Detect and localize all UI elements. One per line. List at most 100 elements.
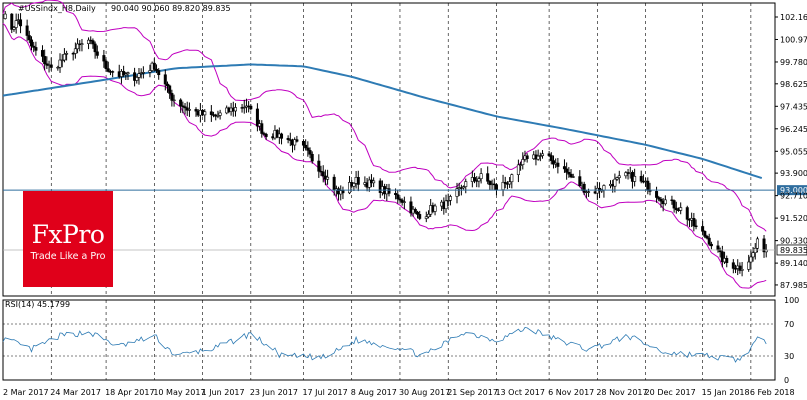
candle-bull (747, 261, 751, 270)
candle-bear (183, 106, 187, 109)
candle-bull (541, 153, 545, 156)
candle-bear (264, 133, 268, 137)
candle (615, 176, 619, 181)
candle-bear (310, 153, 314, 162)
candle-bear (321, 171, 325, 177)
candle-bull (516, 164, 520, 175)
x-tick-label: 1 Jun 2017 (202, 388, 245, 397)
candle (525, 153, 529, 163)
candle-bear (692, 218, 696, 227)
candle (707, 233, 711, 246)
candle-bear (341, 190, 345, 194)
candle-bear (249, 105, 253, 110)
candle (519, 161, 523, 171)
candle-bear (551, 160, 555, 165)
candle-bull (348, 182, 352, 194)
candle-bear (209, 111, 213, 115)
candle-bear (413, 208, 417, 213)
candle (692, 212, 696, 232)
candle (179, 98, 183, 113)
last-price-label-bg (776, 244, 807, 256)
candle-bear (418, 214, 422, 219)
candle (301, 139, 305, 152)
candle (30, 36, 34, 51)
candle-bear (598, 187, 602, 192)
candle-bear (709, 243, 713, 247)
candle-bear (569, 173, 573, 178)
candle-bull (60, 59, 64, 62)
candle (194, 107, 198, 117)
candle (106, 61, 110, 73)
candle-bull (148, 70, 152, 73)
rsi-tick-label: 100 (784, 296, 799, 305)
candle (549, 152, 553, 165)
candle-bear (111, 71, 115, 73)
candle (398, 196, 402, 203)
candle (65, 50, 69, 61)
candle-bear (578, 176, 582, 186)
candle (348, 175, 352, 195)
candle-bull (587, 191, 591, 193)
candle (62, 48, 66, 63)
candle-bear (685, 207, 689, 220)
x-tick-label: 20 Dec 2017 (645, 388, 696, 397)
ma-200-line (2, 63, 763, 180)
candle-bear (565, 168, 569, 173)
candle (633, 168, 637, 187)
candle (60, 54, 64, 68)
candle (233, 103, 237, 117)
candle (536, 149, 540, 161)
candle (685, 205, 689, 226)
candle (488, 180, 492, 191)
candle-bear (398, 198, 402, 201)
candle-bull (126, 72, 130, 74)
candle (734, 264, 738, 274)
candle-bull (571, 176, 575, 178)
candle-bull (141, 72, 145, 74)
candle-bear (582, 183, 586, 193)
candle-bear (304, 144, 308, 149)
candle (165, 81, 169, 93)
candle-bear (694, 225, 698, 228)
candle-bear (30, 39, 34, 47)
candle (317, 154, 321, 178)
candle (657, 195, 661, 202)
x-tick-label: 2 Mar 2017 (3, 388, 49, 397)
candle (352, 182, 356, 192)
candle-bull (615, 177, 619, 180)
candle (262, 131, 266, 136)
candle-bull (218, 112, 222, 116)
candle-bear (157, 70, 161, 76)
bollinger-bands (2, 0, 767, 289)
y-tick-label: 100.970 (780, 35, 807, 44)
candle-bear (356, 177, 360, 185)
candle-bull (172, 99, 176, 102)
rsi-tick-label: 30 (784, 352, 794, 361)
candle-bear (762, 238, 766, 253)
candle-bull (479, 173, 483, 179)
candle (679, 202, 683, 215)
candle (703, 230, 707, 239)
candle (655, 186, 659, 203)
candle (749, 249, 753, 270)
candle-bear (486, 173, 490, 182)
candle-bear (672, 200, 676, 209)
candle (501, 174, 505, 197)
candle-bear (91, 40, 95, 45)
y-tick-label: 97.435 (780, 102, 807, 111)
y-tick-label: 95.055 (780, 147, 807, 156)
candle (260, 120, 264, 138)
x-tick-label: 6 Nov 2017 (548, 388, 594, 397)
candle-bear (646, 180, 650, 191)
candle-bull (87, 39, 91, 44)
candle (102, 49, 106, 68)
candle-bear (185, 107, 189, 111)
candle (473, 172, 477, 184)
x-tick-label: 21 Sep 2017 (447, 388, 498, 397)
candle (306, 141, 310, 157)
candle (565, 162, 569, 180)
candle (639, 170, 643, 184)
candle (720, 245, 724, 268)
candle (32, 41, 36, 53)
